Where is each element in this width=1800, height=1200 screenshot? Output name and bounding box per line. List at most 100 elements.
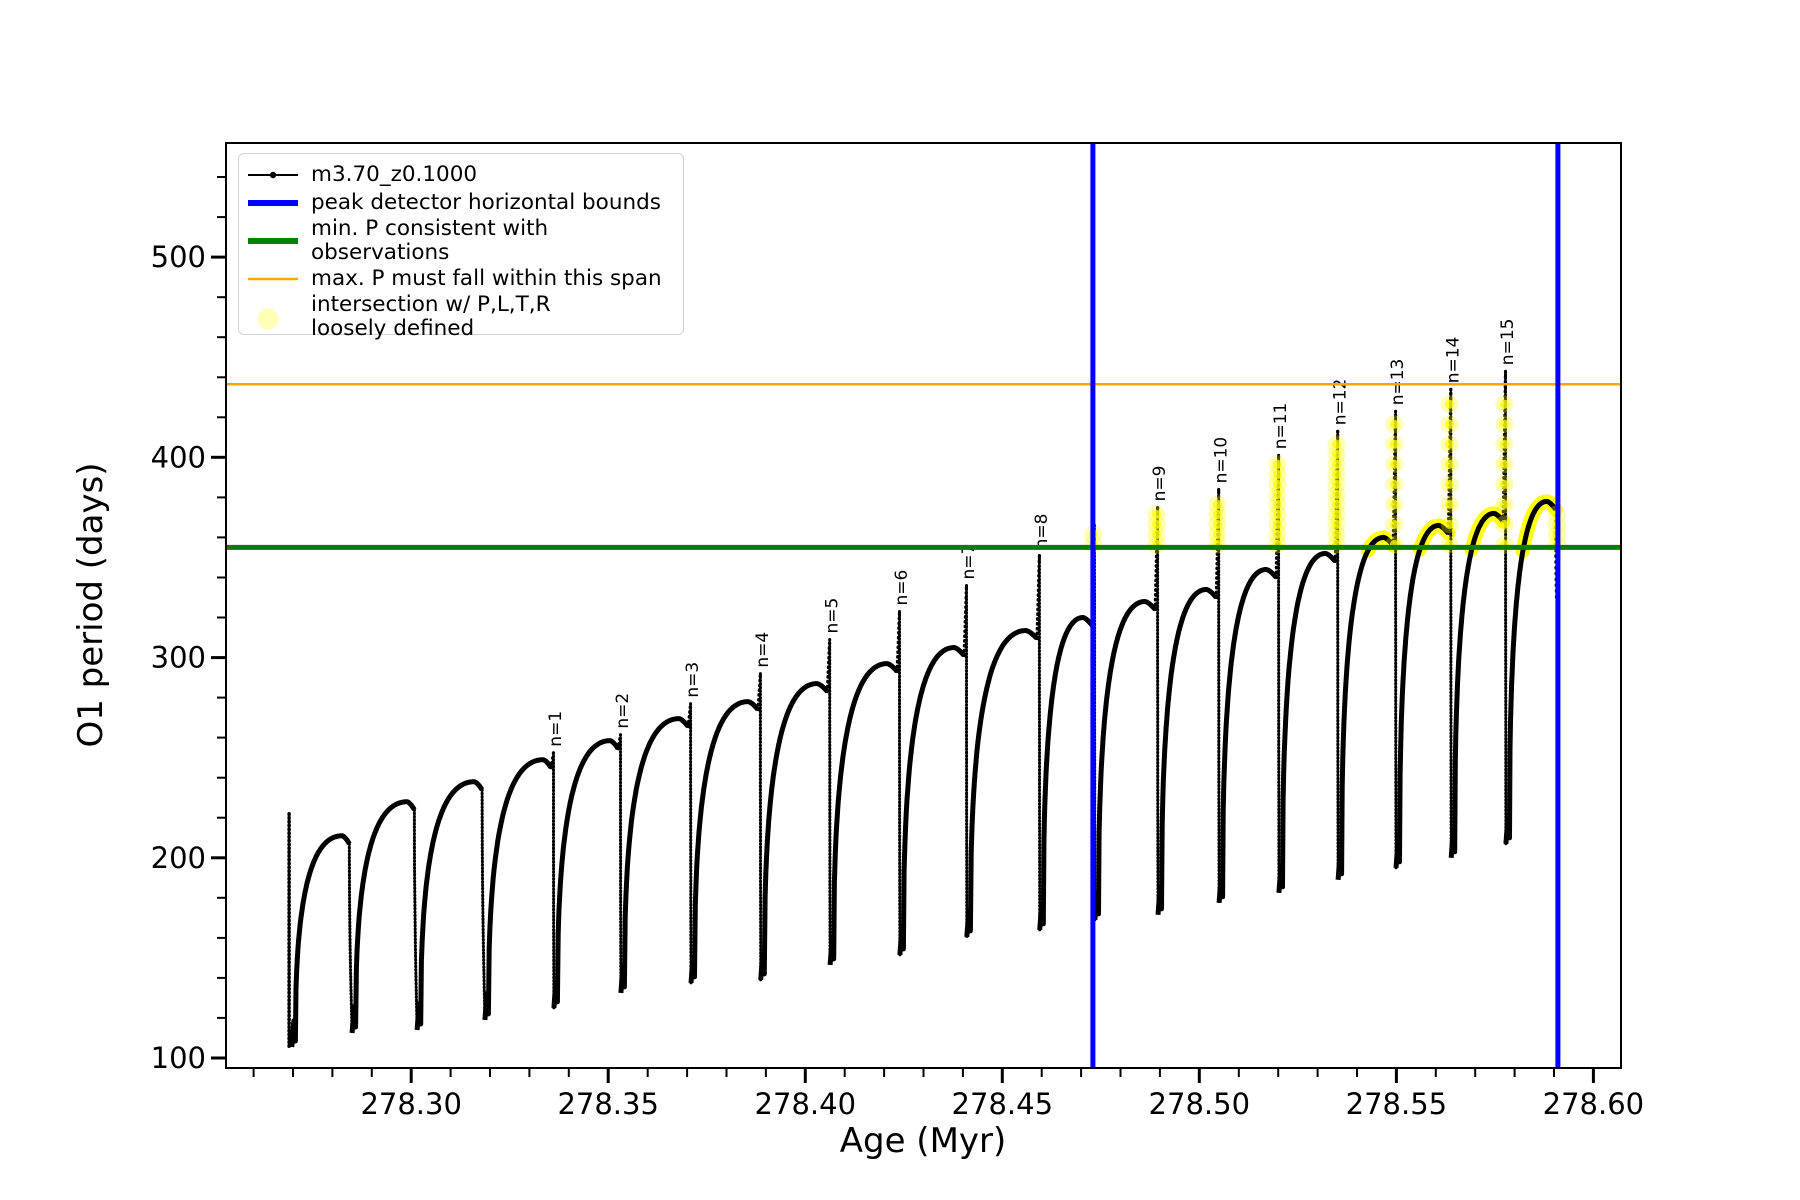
y-axis-label: O1 period (days): [71, 462, 111, 747]
yellow-intersection-marker-core: [1499, 499, 1509, 509]
yellow-intersection-marker-core: [1445, 399, 1455, 409]
yellow-intersection-marker-core: [1151, 529, 1161, 539]
peak-label: n=2: [613, 693, 633, 729]
x-tick-label: 278.40: [755, 1087, 856, 1121]
yellow-intersection-marker-core: [1213, 499, 1222, 509]
yellow-intersection-marker-core: [1332, 439, 1341, 449]
yellow-intersection-marker-core: [1332, 449, 1341, 459]
yellow-intersection-marker-core: [1499, 519, 1509, 529]
data-series-drop: [480, 788, 487, 1022]
yellow-intersection-marker-core: [1332, 469, 1341, 479]
x-tick-label: 278.30: [360, 1087, 461, 1121]
yellow-intersection-marker-core: [1332, 529, 1341, 539]
y-tick-label: 500: [151, 240, 206, 274]
legend-entry-2: min. P consistent with observations: [245, 216, 673, 266]
y-tick-label: 100: [151, 1041, 206, 1075]
yellow-intersection-marker-core: [1332, 499, 1341, 509]
data-series-arch: [897, 645, 967, 956]
legend-entry-label: peak detector horizontal bounds: [311, 189, 661, 215]
data-series-arch: [1155, 587, 1219, 915]
yellow-intersection-marker-core: [1445, 479, 1455, 489]
x-tick-label: 278.45: [952, 1087, 1053, 1121]
data-series-arch: [618, 716, 691, 994]
yellow-intersection-marker-core: [1213, 509, 1222, 519]
yellow-intersection-marker-core: [1389, 499, 1399, 509]
yellow-intersection-marker-core: [1272, 469, 1282, 479]
data-series-arch: [758, 681, 830, 981]
legend-entry-1: peak detector horizontal bounds: [245, 189, 673, 217]
legend-entry-label: min. P consistent with observations: [311, 216, 549, 266]
data-series-arch: [1276, 550, 1338, 893]
legend-circle-marker: [245, 303, 301, 331]
yellow-intersection-marker-core: [1272, 499, 1282, 509]
data-series-arch: [482, 757, 554, 1021]
data-series-arch: [551, 738, 621, 1009]
legend-entry-3: max. P must fall within this span: [245, 265, 673, 293]
yellow-intersection-marker-core: [1389, 439, 1399, 449]
legend-entry-label: m3.70_z0.1000: [311, 161, 478, 187]
y-tick-label: 300: [151, 641, 206, 675]
peak-label: n=12: [1330, 379, 1350, 426]
yellow-intersection-marker-core: [1445, 439, 1455, 449]
yellow-intersection-marker-core: [1272, 459, 1282, 469]
peak-label: n=13: [1388, 359, 1408, 406]
peak-label: n=14: [1443, 337, 1463, 384]
data-series-arch: [964, 628, 1039, 938]
yellow-intersection-marker-core: [1332, 489, 1341, 499]
data-series-arch: [1448, 510, 1506, 858]
yellow-intersection-marker-core: [1272, 489, 1282, 499]
yellow-intersection-marker-core: [1499, 479, 1509, 489]
peak-label: n=10: [1211, 437, 1231, 484]
peak-label: n=5: [822, 598, 842, 634]
peak-label: n=1: [546, 711, 566, 747]
peak-label: n=8: [1032, 514, 1052, 550]
yellow-intersection-marker-core: [1389, 519, 1399, 529]
data-series-arch: [827, 661, 900, 966]
legend-entry-label: max. P must fall within this span: [311, 266, 662, 292]
data-series-arch: [289, 833, 352, 1048]
yellow-intersection-marker-core: [1272, 509, 1282, 519]
yellow-intersection-marker-core: [1332, 479, 1341, 489]
yellow-intersection-marker-core: [1499, 419, 1509, 429]
data-series-arch: [1216, 567, 1279, 903]
x-tick-label: 278.50: [1149, 1087, 1250, 1121]
yellow-intersection-marker-core: [1272, 479, 1282, 489]
yellow-intersection-marker-core: [1445, 419, 1455, 429]
yellow-intersection-marker-core: [1389, 459, 1399, 469]
yellow-intersection-marker-core: [1499, 399, 1509, 409]
x-tick-label: 278.55: [1346, 1087, 1447, 1121]
yellow-intersection-marker-core: [1213, 519, 1222, 529]
peak-label: n=11: [1271, 403, 1291, 450]
peak-label: n=3: [683, 662, 703, 698]
yellow-intersection-marker-core: [1151, 509, 1161, 519]
data-series-arch: [1037, 615, 1095, 931]
yellow-intersection-marker-core: [1332, 459, 1341, 469]
y-tick-label: 400: [151, 440, 206, 474]
data-series-arch: [1092, 599, 1158, 920]
legend-line-marker: [245, 227, 301, 255]
data-series-arch: [349, 799, 417, 1034]
peak-label: n=15: [1498, 319, 1518, 366]
data-series-arch: [414, 779, 485, 1031]
yellow-intersection-marker-core: [1151, 519, 1161, 529]
yellow-intersection-marker-core: [1499, 459, 1509, 469]
yellow-intersection-marker-core: [1389, 479, 1399, 489]
data-series-drop: [347, 842, 354, 1035]
peak-label: n=9: [1150, 466, 1170, 502]
x-axis-label: Age (Myr): [840, 1121, 1007, 1161]
x-tick-label: 278.35: [557, 1087, 658, 1121]
legend-entry-4: intersection w/ P,L,T,R loosely defined: [245, 293, 673, 341]
legend: m3.70_z0.1000 peak detector horizontal bo…: [238, 153, 684, 341]
yellow-intersection-marker-core: [1272, 529, 1282, 539]
data-series-drop: [412, 808, 419, 1032]
data-series-arch: [1503, 498, 1558, 844]
peak-label: n=7: [959, 544, 979, 580]
legend-entry-label: intersection w/ P,L,T,R loosely defined: [311, 292, 551, 342]
data-series-arch: [1335, 534, 1396, 880]
yellow-intersection-marker-core: [1445, 499, 1455, 509]
y-tick-label: 200: [151, 841, 206, 875]
yellow-intersection-marker-core: [1499, 439, 1509, 449]
data-series-arch: [1393, 522, 1451, 868]
